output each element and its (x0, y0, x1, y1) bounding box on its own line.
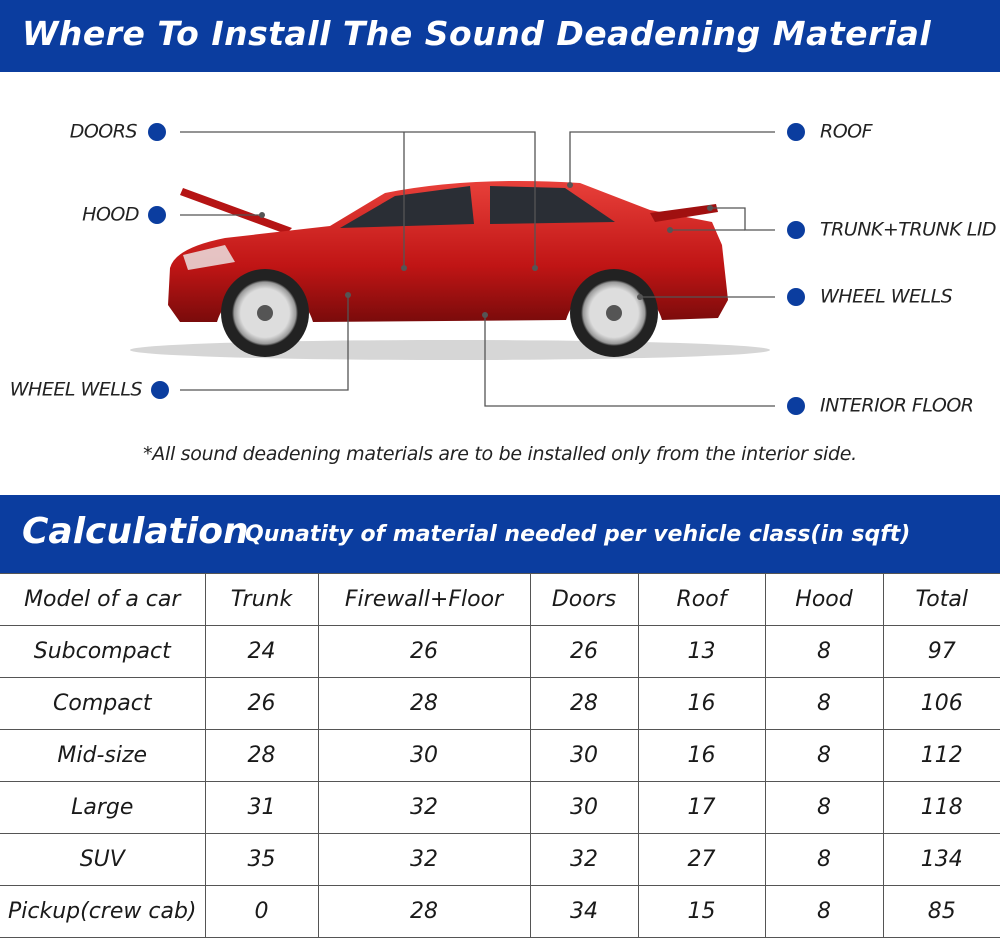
table-cell: 32 (529, 833, 639, 886)
table-cell: 26 (317, 625, 531, 678)
table-row: Pickup(crew cab) 0 28 34 15 8 85 (0, 885, 1000, 938)
car-diagram: DOORS HOOD WHEEL WELLS ROOF TRUNK+TRUNK … (10, 121, 997, 417)
table: Model of a car Trunk Firewall+Floor Doors Ro… (0, 573, 1000, 938)
table-cell: 28 (204, 729, 319, 782)
table-cell: 8 (764, 677, 884, 730)
table-cell: 16 (637, 729, 766, 782)
table-row: Mid-size 28 30 30 16 8 112 (0, 729, 1000, 782)
table-cell: 28 (529, 677, 639, 730)
label: ROOF (820, 121, 874, 143)
table-cell: 30 (529, 781, 639, 834)
table-cell: Trunk (204, 573, 319, 626)
table-cell: 32 (317, 833, 531, 886)
table-row: Subcompact 24 26 26 13 8 97 (0, 625, 1000, 678)
table-row: Large 31 32 30 17 8 118 (0, 781, 1000, 834)
table-cell: 32 (317, 781, 531, 834)
table-cell: 0 (204, 885, 319, 938)
table-row: Compact 26 28 28 16 8 106 (0, 677, 1000, 730)
label: TRUNK+TRUNK LID (820, 219, 996, 241)
table-header: Model of a car Trunk Firewall+Floor Doors Ro… (0, 573, 1000, 626)
table-cell: 8 (764, 781, 884, 834)
table-cell: 8 (764, 625, 884, 678)
table-cell: 13 (637, 625, 766, 678)
table-cell: 26 (529, 625, 639, 678)
table-cell: Mid-size (0, 729, 206, 782)
note: *All sound deadening materials are to be… (143, 443, 857, 465)
label: WHEEL WELLS (820, 286, 953, 308)
table-cell: Total (882, 573, 1000, 626)
table-cell: SUV (0, 833, 206, 886)
table-cell: 35 (204, 833, 319, 886)
table-cell: 28 (317, 677, 531, 730)
table-cell: 17 (637, 781, 766, 834)
table-cell: 112 (882, 729, 1000, 782)
table-cell: Model of a car (0, 573, 206, 626)
table-cell: 28 (317, 885, 531, 938)
table-cell: 106 (882, 677, 1000, 730)
table-cell: 8 (764, 885, 884, 938)
table-cell: 30 (529, 729, 639, 782)
calc-title: Calculation (22, 511, 249, 552)
table-cell: 118 (882, 781, 1000, 834)
calc-subtitle: Qunatity of material needed per vehicle … (245, 522, 911, 547)
table-cell: 27 (637, 833, 766, 886)
table-cell: Hood (764, 573, 884, 626)
table-cell: 34 (529, 885, 639, 938)
table-cell: Large (0, 781, 206, 834)
table-cell: Subcompact (0, 625, 206, 678)
table-cell: 26 (204, 677, 319, 730)
table-cell: 8 (764, 729, 884, 782)
table-cell: Compact (0, 677, 206, 730)
table-cell: 8 (764, 833, 884, 886)
table-cell: 24 (204, 625, 319, 678)
table-cell: 16 (637, 677, 766, 730)
table-cell: 15 (637, 885, 766, 938)
label: WHEEL WELLS (10, 379, 143, 401)
label: DOORS (70, 121, 138, 143)
table-cell: 134 (882, 833, 1000, 886)
table-row: SUV 35 32 32 27 8 134 (0, 833, 1000, 886)
table-cell: 30 (317, 729, 531, 782)
table-cell: 31 (204, 781, 319, 834)
table-cell: Firewall+Floor (317, 573, 531, 626)
table-cell: 85 (882, 885, 1000, 938)
table-cell: 97 (882, 625, 1000, 678)
header-title: Where To Install The Sound Deadening Mat… (22, 14, 932, 53)
table-cell: Doors (529, 573, 639, 626)
table-cell: Pickup(crew cab) (0, 885, 206, 938)
label: INTERIOR FLOOR (820, 395, 973, 417)
calc-banner: Calculation Qunatity of material needed … (0, 495, 1000, 573)
label: HOOD (82, 204, 139, 226)
header-banner: Where To Install The Sound Deadening Mat… (0, 0, 1000, 72)
table-cell: Roof (637, 573, 766, 626)
